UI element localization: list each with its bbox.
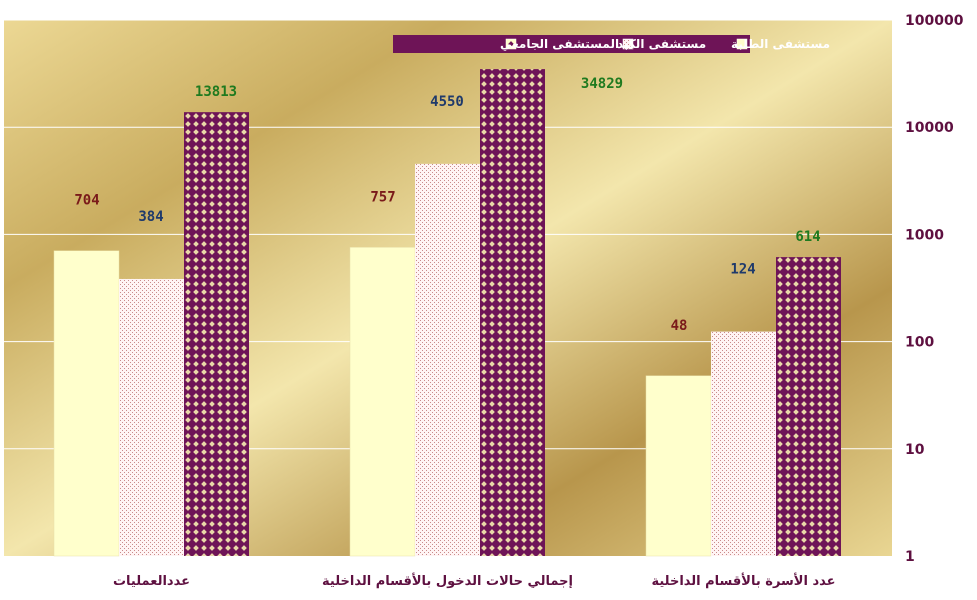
y-axis-ticks: 1 10 100 1000 10000 100000: [905, 13, 964, 565]
data-label: 384: [138, 209, 163, 225]
data-label: 13813: [195, 84, 237, 100]
legend-swatch: [736, 38, 748, 50]
data-label: 704: [74, 193, 99, 209]
data-label: 48: [671, 318, 688, 334]
category-label: عدد الأسرة بالأقسام الداخلية: [651, 572, 835, 589]
y-tick-label: 1: [905, 549, 915, 565]
data-label: 34829: [581, 76, 623, 92]
bars: [53, 69, 841, 557]
bar-1-0: [349, 247, 416, 557]
y-tick-label: 10: [905, 442, 925, 458]
bar-1-1: [415, 163, 480, 556]
data-labels: 704 384 13813 757 4550 34829 48 124 614: [74, 76, 820, 334]
bar-2-0: [645, 375, 712, 557]
category-label: إجمالي حالات الدخول بالأقسام الداخلية: [322, 572, 573, 589]
bar-2-1: [711, 331, 776, 556]
bar-0-2: [184, 112, 249, 556]
y-tick-label: 100000: [905, 13, 964, 29]
category-labels: عددالعمليات إجمالي حالات الدخول بالأقسام …: [113, 572, 836, 589]
legend-box: [393, 35, 750, 53]
bar-2-2: [776, 257, 841, 556]
bar-0-0: [53, 250, 120, 557]
data-label: 757: [370, 189, 395, 205]
legend-label: مستشفى الطلبة: [731, 37, 830, 51]
data-label: 124: [730, 262, 755, 278]
data-label: 4550: [430, 94, 464, 110]
data-label: 614: [795, 229, 820, 245]
bar-0-1: [119, 278, 184, 556]
legend-label: مستشفى الكبد: [617, 37, 706, 51]
legend-swatch: [622, 38, 634, 50]
bar-1-2: [480, 69, 545, 556]
legend-label: المستشفى الجامعي: [500, 37, 619, 51]
y-tick-label: 100: [905, 335, 934, 351]
y-tick-label: 1000: [905, 227, 944, 243]
category-label: عددالعمليات: [113, 574, 190, 589]
y-tick-label: 10000: [905, 120, 954, 136]
